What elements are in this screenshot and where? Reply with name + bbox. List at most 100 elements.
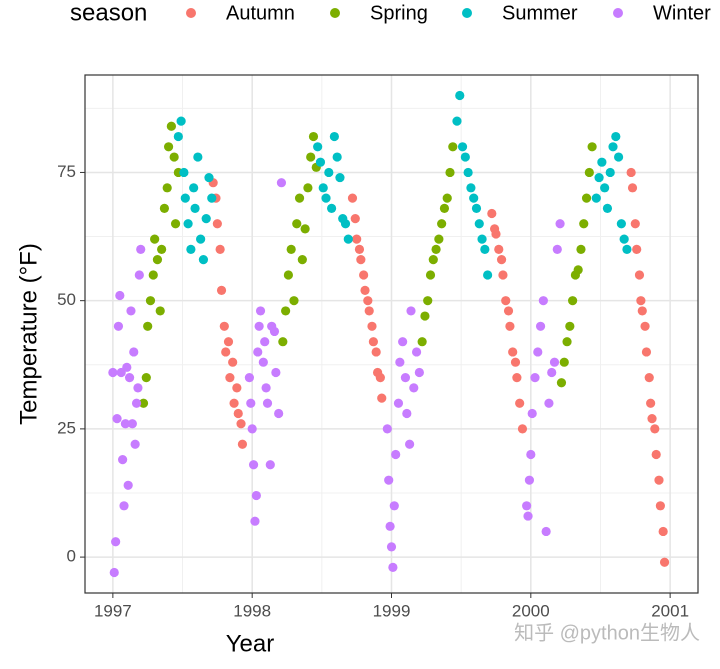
- point: [274, 408, 284, 419]
- point: [636, 296, 646, 306]
- point: [122, 362, 132, 372]
- point: [315, 157, 326, 167]
- point: [123, 480, 133, 490]
- point: [112, 414, 122, 424]
- point: [143, 321, 153, 331]
- point: [124, 372, 135, 383]
- watermark: 知乎 @python生物人: [514, 621, 700, 644]
- point: [562, 337, 572, 347]
- point: [219, 321, 229, 331]
- point: [651, 449, 661, 460]
- point: [134, 270, 144, 280]
- point: [414, 367, 424, 378]
- point: [294, 193, 305, 203]
- point: [133, 383, 143, 393]
- point: [157, 244, 167, 254]
- point: [522, 501, 532, 511]
- point: [223, 337, 234, 347]
- point: [276, 178, 287, 188]
- point: [409, 383, 419, 393]
- point: [647, 414, 657, 424]
- point: [196, 234, 206, 244]
- point: [547, 367, 557, 378]
- point: [487, 208, 497, 219]
- point: [186, 244, 196, 254]
- point: [354, 244, 365, 254]
- point: [170, 219, 181, 229]
- point: [448, 142, 458, 152]
- point: [388, 562, 398, 572]
- point: [131, 398, 142, 408]
- point: [329, 131, 339, 142]
- legend-title: season: [70, 0, 147, 26]
- point: [573, 265, 583, 275]
- point: [169, 152, 179, 162]
- point: [556, 378, 567, 388]
- point: [405, 439, 415, 449]
- legend-label: Spring: [370, 2, 428, 24]
- point: [417, 337, 427, 347]
- point: [136, 244, 146, 254]
- point: [626, 167, 636, 178]
- point: [597, 157, 607, 167]
- point: [619, 234, 629, 244]
- point: [503, 306, 514, 316]
- point: [145, 296, 156, 306]
- point: [425, 270, 436, 280]
- point: [644, 372, 654, 383]
- point: [130, 439, 140, 449]
- point: [627, 183, 638, 193]
- point: [602, 203, 613, 213]
- point: [313, 142, 323, 152]
- point: [480, 244, 490, 254]
- point: [324, 167, 334, 178]
- x-tick-label: 1997: [94, 601, 132, 620]
- point: [109, 567, 119, 578]
- x-tick-label: 1998: [233, 601, 271, 620]
- point: [292, 219, 302, 229]
- point: [527, 408, 537, 419]
- point: [201, 214, 211, 224]
- point: [474, 219, 484, 229]
- point: [533, 347, 543, 357]
- point: [611, 131, 621, 142]
- point: [269, 326, 280, 337]
- point: [119, 501, 129, 511]
- point: [594, 172, 604, 183]
- point: [659, 557, 670, 567]
- point: [180, 193, 190, 203]
- point: [141, 372, 151, 383]
- point: [494, 244, 504, 254]
- point: [452, 116, 462, 126]
- point: [163, 142, 174, 152]
- point: [261, 383, 271, 393]
- legend-marker: [462, 8, 472, 18]
- point: [375, 372, 385, 383]
- point: [113, 321, 124, 331]
- point: [584, 167, 594, 178]
- point: [581, 193, 592, 203]
- point: [632, 244, 642, 254]
- point: [189, 183, 199, 193]
- point: [352, 234, 362, 244]
- point: [247, 424, 257, 434]
- point: [385, 521, 395, 531]
- point: [526, 449, 536, 460]
- point: [198, 255, 209, 265]
- point: [155, 306, 165, 316]
- point: [477, 234, 487, 244]
- y-tick-label: 50: [57, 290, 76, 309]
- point: [463, 167, 473, 178]
- point: [613, 152, 624, 162]
- point: [343, 234, 353, 244]
- point: [148, 270, 158, 280]
- point: [248, 460, 259, 470]
- point: [129, 347, 139, 357]
- point: [367, 321, 377, 331]
- x-tick-label: 1999: [373, 601, 411, 620]
- point: [640, 321, 650, 331]
- point: [535, 321, 546, 331]
- point: [359, 270, 369, 280]
- point: [115, 290, 125, 301]
